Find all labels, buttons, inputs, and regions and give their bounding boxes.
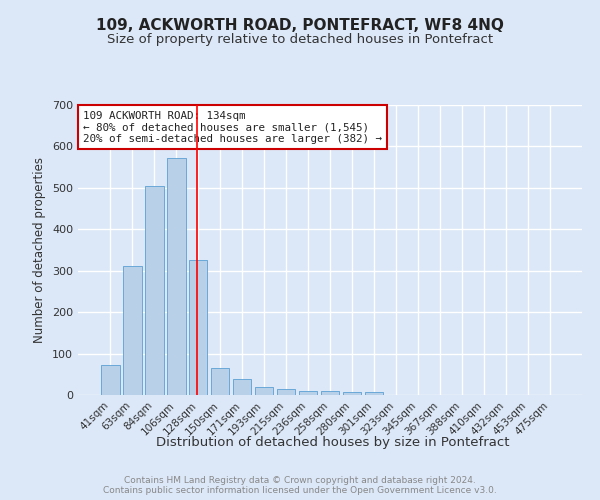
Text: 109, ACKWORTH ROAD, PONTEFRACT, WF8 4NQ: 109, ACKWORTH ROAD, PONTEFRACT, WF8 4NQ — [96, 18, 504, 32]
Bar — [255, 386, 274, 395]
Bar — [233, 380, 251, 395]
Bar — [211, 368, 229, 395]
Bar — [343, 392, 361, 395]
Bar — [123, 266, 142, 395]
Bar — [101, 365, 119, 395]
Bar — [365, 392, 383, 395]
Bar — [167, 158, 185, 395]
Bar — [277, 389, 295, 395]
Text: Contains HM Land Registry data © Crown copyright and database right 2024.
Contai: Contains HM Land Registry data © Crown c… — [103, 476, 497, 495]
Text: Size of property relative to detached houses in Pontefract: Size of property relative to detached ho… — [107, 32, 493, 46]
Bar — [145, 186, 164, 395]
Y-axis label: Number of detached properties: Number of detached properties — [34, 157, 46, 343]
Text: 109 ACKWORTH ROAD: 134sqm
← 80% of detached houses are smaller (1,545)
20% of se: 109 ACKWORTH ROAD: 134sqm ← 80% of detac… — [83, 111, 382, 144]
Bar — [299, 391, 317, 395]
Bar — [320, 391, 340, 395]
Text: Distribution of detached houses by size in Pontefract: Distribution of detached houses by size … — [156, 436, 510, 449]
Bar — [189, 260, 208, 395]
